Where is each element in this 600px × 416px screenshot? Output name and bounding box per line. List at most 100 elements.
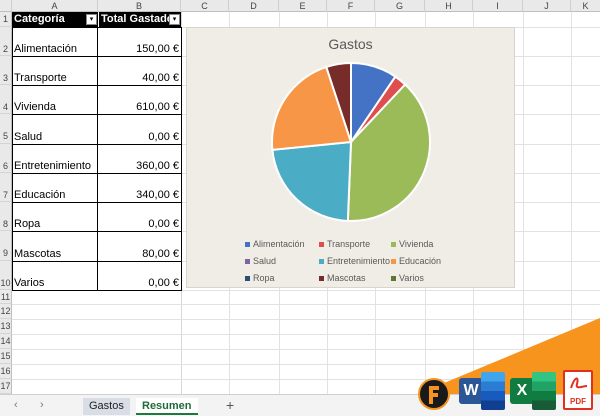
- column-header[interactable]: C: [181, 0, 229, 12]
- table-cell-category[interactable]: Mascotas: [14, 248, 62, 260]
- table-cell-category[interactable]: Alimentación: [14, 43, 77, 55]
- row-header[interactable]: 6: [0, 144, 12, 173]
- table-cell-amount[interactable]: 340,00 €: [136, 189, 179, 201]
- sheet-tab-resumen[interactable]: Resumen: [136, 398, 198, 415]
- legend-label: Salud: [253, 256, 277, 266]
- column-header[interactable]: H: [425, 0, 473, 12]
- legend-item[interactable]: Alimentación: [245, 239, 305, 249]
- legend-item[interactable]: Entretenimiento: [319, 256, 390, 266]
- select-all-corner[interactable]: [0, 0, 12, 12]
- row-header[interactable]: 8: [0, 202, 12, 231]
- table-cell-amount[interactable]: 40,00 €: [142, 72, 179, 84]
- legend-swatch: [391, 242, 396, 248]
- row-header[interactable]: 2: [0, 27, 12, 56]
- legend-swatch: [245, 259, 250, 265]
- table-cell-amount[interactable]: 80,00 €: [142, 248, 179, 260]
- legend-swatch: [245, 276, 250, 282]
- row-header[interactable]: 10: [0, 261, 12, 290]
- legend-label: Ropa: [253, 273, 275, 283]
- column-header[interactable]: J: [523, 0, 571, 12]
- column-headers: A B C D E F G H I J K: [0, 0, 600, 12]
- legend-swatch: [245, 242, 250, 248]
- filter-dropdown-icon[interactable]: ▾: [169, 14, 180, 25]
- table-cell-amount[interactable]: 360,00 €: [136, 160, 179, 172]
- grid-line: [12, 349, 600, 350]
- legend-label: Vivienda: [399, 239, 434, 249]
- table-header-category[interactable]: Categoría ▾: [12, 12, 98, 27]
- row-header[interactable]: 17: [0, 379, 12, 394]
- legend-item[interactable]: Transporte: [319, 239, 370, 249]
- legend-label: Educación: [399, 256, 442, 266]
- pie-slice-educación[interactable]: [271, 65, 353, 151]
- table-cell-category[interactable]: Vivienda: [14, 101, 56, 113]
- table-cell-category[interactable]: Educación: [14, 189, 66, 201]
- brand-logo-icon: [418, 378, 450, 410]
- table-cell-amount[interactable]: 0,00 €: [148, 131, 179, 143]
- legend-swatch: [319, 259, 324, 265]
- legend-label: Varios: [399, 273, 424, 283]
- table-cell-category[interactable]: Varios: [14, 277, 45, 289]
- pie-chart[interactable]: Gastos Alimentación Transporte Vivienda Sal…: [186, 27, 515, 288]
- legend-item[interactable]: Mascotas: [319, 273, 366, 283]
- table-cell-category[interactable]: Salud: [14, 131, 43, 143]
- row-header[interactable]: 13: [0, 319, 12, 334]
- legend-label: Mascotas: [327, 273, 366, 283]
- grid-line: [12, 379, 600, 380]
- excel-doc-icon: [532, 372, 556, 410]
- table-cell-category[interactable]: Transporte: [14, 72, 67, 84]
- column-header[interactable]: E: [279, 0, 327, 12]
- legend-swatch: [319, 242, 324, 248]
- column-header[interactable]: D: [229, 0, 279, 12]
- table-cell-category[interactable]: Entretenimiento: [14, 160, 92, 172]
- filter-dropdown-icon[interactable]: ▾: [86, 14, 97, 25]
- pie-chart-svg: [271, 61, 431, 222]
- sheet-tab-bar: ‹ › Gastos Resumen +: [0, 394, 600, 416]
- header-label: Categoría: [14, 13, 65, 25]
- row-header[interactable]: 4: [0, 85, 12, 114]
- row-header[interactable]: 7: [0, 173, 12, 202]
- table-cell-category[interactable]: Ropa: [14, 218, 41, 230]
- table-header-total[interactable]: Total Gastado ▾: [98, 12, 181, 27]
- row-header[interactable]: 3: [0, 56, 12, 85]
- column-header[interactable]: F: [327, 0, 375, 12]
- legend-item[interactable]: Vivienda: [391, 239, 433, 249]
- table-cell-amount[interactable]: 0,00 €: [148, 277, 179, 289]
- row-header[interactable]: 5: [0, 114, 12, 144]
- row-header[interactable]: 9: [0, 231, 12, 261]
- grid-line: [523, 12, 524, 394]
- column-header[interactable]: I: [473, 0, 523, 12]
- prev-sheet-icon[interactable]: ‹: [14, 399, 18, 411]
- column-header[interactable]: K: [582, 1, 589, 11]
- row-header[interactable]: 15: [0, 349, 12, 364]
- legend-swatch: [391, 259, 396, 265]
- pie-slice-entretenimiento[interactable]: [271, 140, 353, 222]
- row-header[interactable]: 14: [0, 334, 12, 349]
- pdf-doc-icon: PDF: [563, 370, 593, 410]
- row-header[interactable]: 1: [0, 12, 12, 27]
- legend-swatch: [319, 276, 324, 282]
- grid-line: [12, 290, 600, 291]
- legend-item[interactable]: Educación: [391, 256, 441, 266]
- acrobat-swirl-icon: [570, 377, 588, 389]
- legend-item[interactable]: Ropa: [245, 273, 275, 283]
- legend-item[interactable]: Varios: [391, 273, 424, 283]
- sheet-tab-gastos[interactable]: Gastos: [83, 398, 130, 415]
- column-header[interactable]: G: [375, 0, 425, 12]
- grid-line: [571, 12, 572, 394]
- column-header[interactable]: A: [12, 0, 98, 12]
- legend-item[interactable]: Salud: [245, 256, 276, 266]
- table-cell-amount[interactable]: 610,00 €: [136, 101, 179, 113]
- row-header[interactable]: 12: [0, 304, 12, 319]
- excel-logo-icon: X: [510, 378, 534, 404]
- row-header[interactable]: 11: [0, 290, 12, 304]
- add-sheet-icon[interactable]: +: [226, 397, 235, 413]
- row-header[interactable]: 16: [0, 364, 12, 379]
- table-cell-amount[interactable]: 0,00 €: [148, 218, 179, 230]
- pie-slice-vivienda[interactable]: [346, 83, 431, 222]
- column-header[interactable]: B: [98, 0, 181, 12]
- legend-swatch: [391, 276, 396, 282]
- table-cell-amount[interactable]: 150,00 €: [136, 43, 179, 55]
- brand-mark-icon: [429, 386, 439, 404]
- pie-slice-mascotas[interactable]: [325, 61, 352, 143]
- next-sheet-icon[interactable]: ›: [40, 399, 44, 411]
